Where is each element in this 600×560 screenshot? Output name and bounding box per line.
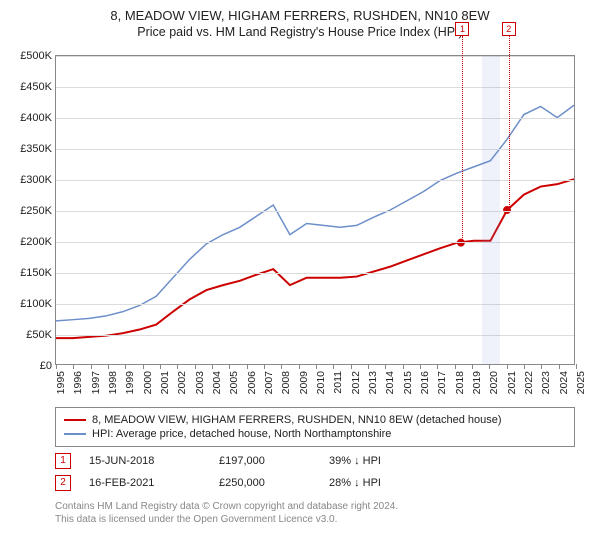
x-tick-label: 2014 <box>384 371 396 394</box>
x-tick-label: 2004 <box>211 371 223 394</box>
y-tick-label: £200K <box>20 236 52 248</box>
y-tick-label: £250K <box>20 205 52 217</box>
marker-diff-2: 28% ↓ HPI <box>329 477 381 489</box>
marker-dot-2 <box>503 206 511 214</box>
x-axis-labels: 1995 1996 1997 1998 1999 2000 2001 2002 2003 2004… <box>55 367 575 407</box>
legend-item-hpi: HPI: Average price, detached house, Nort… <box>64 427 566 441</box>
marker-date-1: 15-JUN-2018 <box>89 455 219 467</box>
x-tick-label: 2017 <box>436 371 448 394</box>
y-tick-label: £100K <box>20 298 52 310</box>
x-tick-label: 2020 <box>488 371 500 394</box>
marker-price-2: £250,000 <box>219 477 329 489</box>
x-tick-label: 2012 <box>350 371 362 394</box>
x-tick-label: 2025 <box>575 371 587 394</box>
y-tick-label: £500K <box>20 50 52 62</box>
x-tick-label: 2008 <box>280 371 292 394</box>
marker-diff-1: 39% ↓ HPI <box>329 455 381 467</box>
x-tick-label: 1997 <box>90 371 102 394</box>
y-tick-label: £400K <box>20 112 52 124</box>
marker-badge-2: 2 <box>55 475 71 491</box>
legend-swatch-hpi <box>64 433 86 435</box>
plot-area: £0£50K£100K£150K£200K£250K£300K£350K£400… <box>55 55 575 365</box>
y-tick-label: £50K <box>26 329 52 341</box>
x-tick-label: 2003 <box>194 371 206 394</box>
y-tick-label: £150K <box>20 267 52 279</box>
marker-date-2: 16-FEB-2021 <box>89 477 219 489</box>
legend-item-property: 8, MEADOW VIEW, HIGHAM FERRERS, RUSHDEN,… <box>64 413 566 427</box>
x-tick-label: 2022 <box>523 371 535 394</box>
marker-badge-1: 1 <box>55 453 71 469</box>
y-tick-label: £0 <box>40 360 52 372</box>
x-tick-label: 2000 <box>142 371 154 394</box>
footer-line-2: This data is licensed under the Open Gov… <box>55 513 575 526</box>
x-tick-label: 1999 <box>124 371 136 394</box>
x-tick-label: 2016 <box>419 371 431 394</box>
x-tick-label: 2015 <box>402 371 414 394</box>
highlight-band <box>482 56 499 364</box>
footer-attribution: Contains HM Land Registry data © Crown c… <box>55 500 575 526</box>
y-tick-label: £300K <box>20 174 52 186</box>
x-tick-label: 2002 <box>176 371 188 394</box>
title-block: 8, MEADOW VIEW, HIGHAM FERRERS, RUSHDEN,… <box>0 0 600 39</box>
marker-price-1: £197,000 <box>219 455 329 467</box>
legend-swatch-property <box>64 419 86 421</box>
x-tick-label: 1995 <box>55 371 67 394</box>
legend-label-hpi: HPI: Average price, detached house, Nort… <box>92 428 391 440</box>
legend: 8, MEADOW VIEW, HIGHAM FERRERS, RUSHDEN,… <box>55 407 575 447</box>
x-tick-label: 2019 <box>471 371 483 394</box>
x-tick-label: 2018 <box>454 371 466 394</box>
y-tick-label: £450K <box>20 81 52 93</box>
chart-title-main: 8, MEADOW VIEW, HIGHAM FERRERS, RUSHDEN,… <box>0 8 600 23</box>
y-tick-label: £350K <box>20 143 52 155</box>
x-tick-label: 2001 <box>159 371 171 394</box>
footer-line-1: Contains HM Land Registry data © Crown c… <box>55 500 575 513</box>
marker-row-2: 2 16-FEB-2021 £250,000 28% ↓ HPI <box>55 472 575 494</box>
marker-row-1: 1 15-JUN-2018 £197,000 39% ↓ HPI <box>55 450 575 472</box>
x-tick-label: 2011 <box>332 371 344 394</box>
x-tick-label: 1998 <box>107 371 119 394</box>
x-tick-label: 2009 <box>298 371 310 394</box>
legend-label-property: 8, MEADOW VIEW, HIGHAM FERRERS, RUSHDEN,… <box>92 414 502 426</box>
x-tick-label: 2010 <box>315 371 327 394</box>
marker-table: 1 15-JUN-2018 £197,000 39% ↓ HPI 2 16-FE… <box>55 450 575 494</box>
x-tick-label: 1996 <box>72 371 84 394</box>
x-tick-label: 2005 <box>228 371 240 394</box>
x-tick-label: 2023 <box>540 371 552 394</box>
x-tick-label: 2021 <box>506 371 518 394</box>
x-tick-label: 2024 <box>558 371 570 394</box>
chart-container: 8, MEADOW VIEW, HIGHAM FERRERS, RUSHDEN,… <box>0 0 600 560</box>
x-tick-label: 2007 <box>263 371 275 394</box>
chart-title-sub: Price paid vs. HM Land Registry's House … <box>0 25 600 39</box>
x-tick-label: 2013 <box>367 371 379 394</box>
x-tick-label: 2006 <box>246 371 258 394</box>
